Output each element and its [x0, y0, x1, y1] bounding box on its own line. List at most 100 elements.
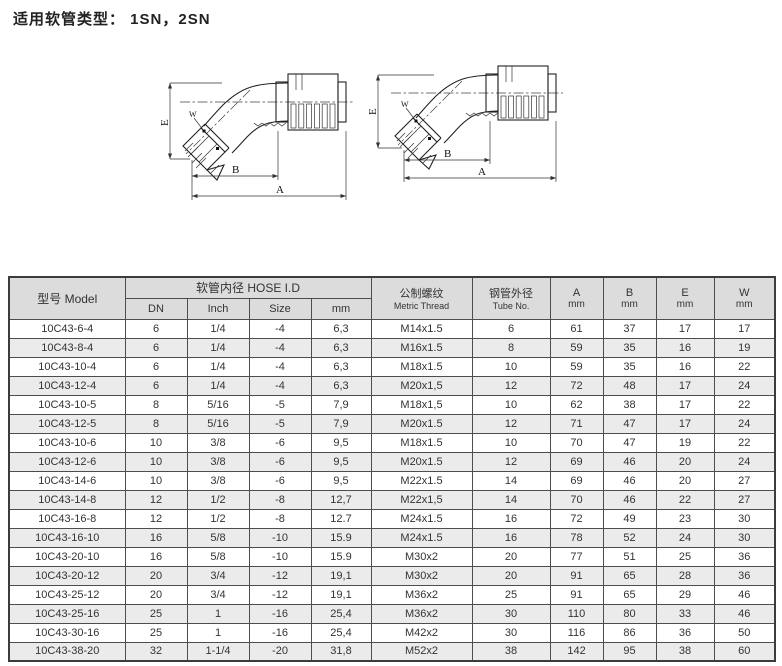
tube-inner-contour	[443, 110, 499, 144]
dim-b-unit: mm	[621, 298, 638, 310]
model-cell: 10C43-12-5	[8, 413, 126, 434]
value-cell: -8	[248, 489, 312, 510]
value-cell: 95	[602, 641, 657, 662]
value-cell: 142	[549, 641, 604, 662]
dim-a-label: A	[572, 286, 581, 299]
dim-a-unit: mm	[568, 298, 585, 310]
model-cell: 10C43-25-16	[8, 603, 126, 624]
value-cell: 20	[655, 470, 715, 491]
model-cell: 10C43-14-6	[8, 470, 126, 491]
value-cell: 24	[713, 413, 776, 434]
value-cell: 91	[549, 584, 604, 605]
value-cell: 49	[602, 508, 657, 529]
value-cell: -6	[248, 470, 312, 491]
value-cell: 3/8	[186, 432, 250, 453]
nut-collar-edge	[412, 113, 418, 119]
model-cell: 10C43-8-4	[8, 337, 126, 358]
leader-dot	[428, 137, 431, 140]
tube-no-en: Tube No.	[492, 301, 530, 312]
value-cell: 8	[124, 394, 188, 415]
value-cell: 59	[549, 356, 604, 377]
value-cell: 30	[713, 527, 776, 548]
table-row: 10C43-14-6 10 3/8 -6 9,5 M22x1.5 14 69 46 20 27	[8, 470, 776, 491]
value-cell: 15.9	[310, 527, 372, 548]
value-cell: 47	[602, 432, 657, 453]
value-cell: 29	[655, 584, 715, 605]
centerline-45deg	[185, 89, 251, 155]
value-cell: -20	[248, 641, 312, 662]
value-cell: 70	[549, 489, 604, 510]
model-cell: 10C43-14-8	[8, 489, 126, 510]
value-cell: 1	[186, 622, 250, 643]
value-cell: 19	[713, 337, 776, 358]
tube-no-cn: 钢管外径	[489, 288, 534, 301]
value-cell: 5/8	[186, 527, 250, 548]
ferrule-cap	[547, 73, 557, 113]
value-cell: 6,3	[310, 375, 372, 396]
value-cell: 6	[124, 356, 188, 377]
value-cell: 19	[655, 432, 715, 453]
value-cell: 14	[471, 470, 551, 491]
value-cell: M42x2	[370, 622, 473, 643]
value-cell: 9,5	[310, 470, 372, 491]
value-cell: M14x1.5	[370, 318, 473, 339]
value-cell: 1/4	[186, 318, 250, 339]
value-cell: 72	[549, 375, 604, 396]
tip-hatch	[210, 164, 220, 174]
value-cell: 35	[602, 356, 657, 377]
value-cell: 62	[549, 394, 604, 415]
col-header-a: A mm	[549, 276, 604, 320]
value-cell: 5/8	[186, 546, 250, 567]
col-header-mm: mm	[310, 297, 372, 320]
value-cell: 16	[471, 508, 551, 529]
nut-collar-edge	[200, 123, 206, 129]
value-cell: 16	[655, 356, 715, 377]
col-header-hose-id: 软管内径 HOSE I.D	[124, 276, 372, 299]
value-cell: 65	[602, 584, 657, 605]
value-cell: 3/4	[186, 584, 250, 605]
value-cell: 9,5	[310, 432, 372, 453]
ferrule-cap	[337, 81, 347, 123]
dim-label-W: W	[401, 100, 409, 109]
value-cell: M20x1.5	[370, 413, 473, 434]
page-title: 适用软管类型： 1SN，2SN	[13, 11, 211, 28]
section-hatch	[184, 142, 207, 169]
value-cell: 20	[655, 451, 715, 472]
ferrule-ribs	[500, 95, 545, 119]
value-cell: 20	[124, 584, 188, 605]
dim-label-E: E	[159, 119, 171, 126]
table-row: 10C43-20-10 16 5/8 -10 15.9 M30x2 20 77 51 25 36	[8, 546, 776, 567]
value-cell: 10	[471, 356, 551, 377]
value-cell: M24x1.5	[370, 508, 473, 529]
value-cell: M30x2	[370, 565, 473, 586]
model-cell: 10C43-20-10	[8, 546, 126, 567]
value-cell: -10	[248, 546, 312, 567]
value-cell: 91	[549, 565, 604, 586]
model-cell: 10C43-25-12	[8, 584, 126, 605]
table-row: 10C43-25-16 25 1 -16 25,4 M36x2 30 110 80 33 46	[8, 603, 776, 624]
value-cell: 12,7	[310, 489, 372, 510]
leader-line-W	[405, 107, 417, 122]
col-header-w: W mm	[713, 276, 776, 320]
value-cell: M30x2	[370, 546, 473, 567]
value-cell: 30	[713, 508, 776, 529]
value-cell: M16x1.5	[370, 337, 473, 358]
value-cell: 25,4	[310, 622, 372, 643]
value-cell: 38	[471, 641, 551, 662]
value-cell: 36	[713, 546, 776, 567]
value-cell: 22	[713, 394, 776, 415]
value-cell: 19,1	[310, 584, 372, 605]
dim-label-A: A	[276, 184, 284, 196]
value-cell: 3/8	[186, 451, 250, 472]
centerline-45deg	[397, 80, 463, 146]
value-cell: 20	[124, 565, 188, 586]
dim-label-W: W	[189, 110, 197, 119]
value-cell: -16	[248, 603, 312, 624]
table-header: 型号 Model 软管内径 HOSE I.D 公制螺纹 Metric Threa…	[8, 276, 776, 320]
model-cell: 10C43-20-12	[8, 565, 126, 586]
table-row: 10C43-16-8 12 1/2 -8 12.7 M24x1.5 16 72 49 23 30	[8, 508, 776, 529]
nut-collar-edge	[436, 137, 442, 143]
dim-label-A: A	[478, 166, 486, 178]
leader-line-W	[193, 117, 205, 132]
value-cell: 86	[602, 622, 657, 643]
